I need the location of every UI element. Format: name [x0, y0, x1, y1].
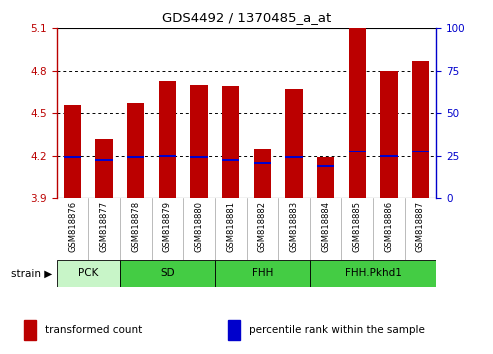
Bar [127, 103, 144, 198]
Bar [317, 157, 334, 198]
Bar [222, 159, 240, 161]
Bar [349, 150, 366, 153]
Bar [412, 150, 429, 153]
Bar [120, 260, 215, 287]
Text: GSM818881: GSM818881 [226, 201, 235, 252]
Bar [215, 260, 310, 287]
Bar [253, 162, 271, 164]
Text: GSM818884: GSM818884 [321, 201, 330, 252]
Text: GSM818887: GSM818887 [416, 201, 425, 252]
Bar [285, 156, 303, 158]
Text: GSM818883: GSM818883 [289, 201, 298, 252]
Bar [349, 28, 366, 198]
Text: FHH.Pkhd1: FHH.Pkhd1 [345, 268, 401, 279]
Text: percentile rank within the sample: percentile rank within the sample [249, 325, 424, 335]
Bar [317, 165, 334, 167]
Text: strain ▶: strain ▶ [10, 268, 52, 279]
Bar [380, 71, 397, 198]
Bar [222, 86, 240, 198]
Bar [64, 105, 81, 198]
Text: SD: SD [160, 268, 175, 279]
Bar [228, 320, 240, 340]
Bar [127, 156, 144, 158]
Bar [310, 260, 436, 287]
Bar [96, 139, 113, 198]
Text: transformed count: transformed count [45, 325, 142, 335]
Bar [57, 260, 120, 287]
Bar [96, 159, 113, 161]
Text: GSM818879: GSM818879 [163, 201, 172, 252]
Text: GDS4492 / 1370485_a_at: GDS4492 / 1370485_a_at [162, 11, 331, 24]
Bar [285, 89, 303, 198]
Bar [159, 81, 176, 198]
Text: FHH: FHH [251, 268, 273, 279]
Text: GSM818878: GSM818878 [131, 201, 141, 252]
Text: GSM818877: GSM818877 [100, 201, 108, 252]
Text: GSM818882: GSM818882 [258, 201, 267, 252]
Bar [190, 156, 208, 158]
Bar [24, 320, 35, 340]
Text: GSM818886: GSM818886 [385, 201, 393, 252]
Text: GSM818880: GSM818880 [195, 201, 204, 252]
Text: GSM818885: GSM818885 [352, 201, 362, 252]
Bar [412, 61, 429, 198]
Bar [380, 155, 397, 157]
Bar [64, 156, 81, 158]
Text: PCK: PCK [78, 268, 99, 279]
Bar [190, 85, 208, 198]
Bar [159, 155, 176, 157]
Bar [253, 149, 271, 198]
Text: GSM818876: GSM818876 [68, 201, 77, 252]
